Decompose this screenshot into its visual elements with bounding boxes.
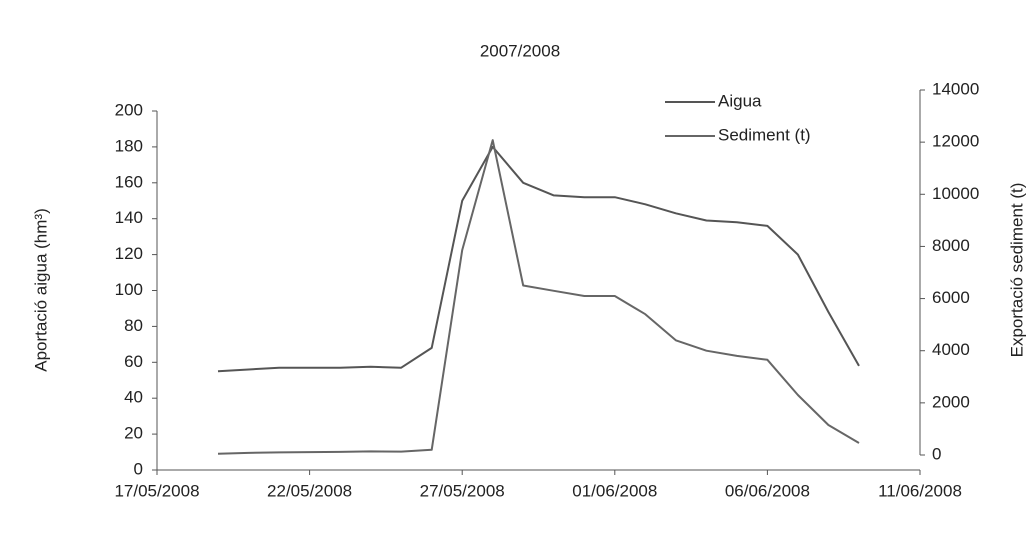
y2-tick-label: 14000 — [932, 79, 979, 98]
y-tick-label: 0 — [134, 459, 143, 478]
y-tick-label: 180 — [115, 136, 143, 155]
y-tick-label: 40 — [124, 388, 143, 407]
x-tick-label: 01/06/2008 — [572, 481, 657, 500]
y2-tick-label: 10000 — [932, 184, 979, 203]
y-tick-label: 20 — [124, 424, 143, 443]
y-tick-label: 140 — [115, 208, 143, 227]
y-tick-label: 120 — [115, 244, 143, 263]
legend-label: Aigua — [718, 91, 762, 110]
x-tick-label: 27/05/2008 — [420, 481, 505, 500]
y2-tick-label: 8000 — [932, 236, 970, 255]
chart-title: 2007/2008 — [480, 41, 560, 60]
y2-tick-label: 4000 — [932, 340, 970, 359]
y-axis-label: Aportació aigua (hm³) — [31, 208, 50, 371]
y2-tick-label: 12000 — [932, 132, 979, 151]
y-tick-label: 60 — [124, 352, 143, 371]
y-tick-label: 160 — [115, 172, 143, 191]
y-tick-label: 80 — [124, 316, 143, 335]
x-tick-label: 11/06/2008 — [878, 481, 962, 500]
legend-label: Sediment (t) — [718, 125, 811, 144]
y2-axis-label: Exportació sediment (t) — [1007, 183, 1026, 358]
y2-tick-label: 6000 — [932, 288, 970, 307]
y-tick-label: 100 — [115, 280, 143, 299]
y2-tick-label: 0 — [932, 444, 941, 463]
x-tick-label: 17/05/2008 — [114, 481, 199, 500]
y-tick-label: 200 — [115, 100, 143, 119]
series-line — [217, 139, 860, 455]
y2-tick-label: 2000 — [932, 392, 970, 411]
series-line — [217, 145, 860, 373]
x-tick-label: 22/05/2008 — [267, 481, 352, 500]
x-tick-label: 06/06/2008 — [725, 481, 810, 500]
